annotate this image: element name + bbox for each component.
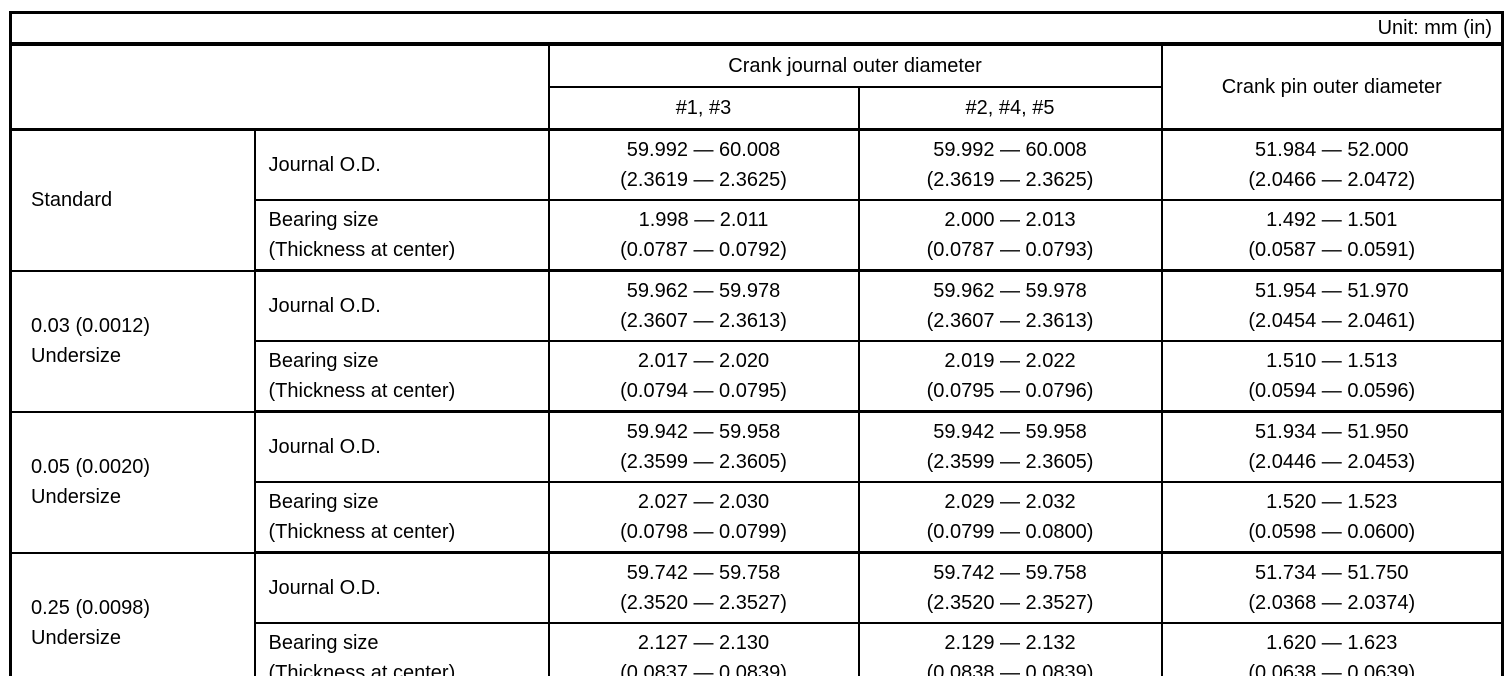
- value-cell: 59.742 — 59.758 (2.3520 — 2.3527): [857, 551, 1163, 624]
- crankshaft-spec-table: Unit: mm (in) Crank journal outer diamet…: [9, 11, 1504, 676]
- header-empty-cell: [9, 43, 550, 131]
- header-crank-pin: Crank pin outer diameter: [1160, 43, 1504, 131]
- table-row: Bearing size (Thickness at center) 2.027…: [11, 481, 1504, 554]
- table-row: 0.05 (0.0020) Undersize Journal O.D. 59.…: [9, 410, 1504, 554]
- table-row: Bearing size (Thickness at center) 2.127…: [11, 622, 1504, 676]
- value-cell: 59.942 — 59.958 (2.3599 — 2.3605): [857, 410, 1163, 483]
- value-cell: 2.027 — 2.030 (0.0798 — 0.0799): [547, 481, 860, 554]
- header-row-1: Crank journal outer diameter Crank pin o…: [9, 43, 1504, 131]
- value-cell: 59.962 — 59.978 (2.3607 — 2.3613): [547, 269, 860, 342]
- value-cell: 51.954 — 51.970 (2.0454 — 2.0461): [1160, 269, 1504, 342]
- value-cell: 2.019 — 2.022 (0.0795 — 0.0796): [857, 340, 1163, 413]
- value-cell: 1.520 — 1.523 (0.0598 — 0.0600): [1160, 481, 1504, 554]
- unit-label: Unit: mm (in): [9, 11, 1504, 46]
- row-label-bearing-size: Bearing size (Thickness at center): [253, 481, 550, 554]
- value-cell: 51.734 — 51.750 (2.0368 — 2.0374): [1160, 551, 1504, 624]
- value-cell: 59.992 — 60.008 (2.3619 — 2.3625): [857, 128, 1163, 201]
- group-label-standard: Standard: [9, 128, 256, 272]
- header-row-2: #1, #3 #2, #4, #5: [11, 86, 1503, 131]
- value-cell: 1.620 — 1.623 (0.0638 — 0.0639): [1160, 622, 1504, 676]
- table-row: Bearing size (Thickness at center) 2.017…: [11, 340, 1504, 413]
- value-cell: 59.992 — 60.008 (2.3619 — 2.3625): [547, 128, 860, 201]
- value-cell: 2.127 — 2.130 (0.0837 — 0.0839): [547, 622, 860, 676]
- row-label-bearing-size: Bearing size (Thickness at center): [253, 340, 550, 413]
- row-label-journal-od: Journal O.D.: [253, 128, 550, 201]
- value-cell: 59.742 — 59.758 (2.3520 — 2.3527): [547, 551, 860, 624]
- header-journal-1-3: #1, #3: [547, 86, 860, 131]
- value-cell: 1.998 — 2.011 (0.0787 — 0.0792): [547, 199, 860, 272]
- value-cell: 2.000 — 2.013 (0.0787 — 0.0793): [857, 199, 1163, 272]
- value-cell: 2.129 — 2.132 (0.0838 — 0.0839): [857, 622, 1163, 676]
- value-cell: 1.510 — 1.513 (0.0594 — 0.0596): [1160, 340, 1504, 413]
- row-label-bearing-size: Bearing size (Thickness at center): [253, 622, 550, 676]
- row-label-journal-od: Journal O.D.: [253, 551, 550, 624]
- header-crank-journal: Crank journal outer diameter: [547, 43, 1163, 88]
- value-cell: 1.492 — 1.501 (0.0587 — 0.0591): [1160, 199, 1504, 272]
- value-cell: 51.934 — 51.950 (2.0446 — 2.0453): [1160, 410, 1504, 483]
- group-label-0.03-undersize: 0.03 (0.0012) Undersize: [9, 269, 256, 413]
- row-label-bearing-size: Bearing size (Thickness at center): [253, 199, 550, 272]
- value-cell: 2.017 — 2.020 (0.0794 — 0.0795): [547, 340, 860, 413]
- table-row: 0.25 (0.0098) Undersize Journal O.D. 59.…: [9, 551, 1504, 676]
- table-row: Bearing size (Thickness at center) 1.998…: [11, 199, 1504, 272]
- header-journal-2-4-5: #2, #4, #5: [857, 86, 1163, 131]
- value-cell: 59.962 — 59.978 (2.3607 — 2.3613): [857, 269, 1163, 342]
- group-label-0.05-undersize: 0.05 (0.0020) Undersize: [9, 410, 256, 554]
- unit-row: Unit: mm (in): [9, 11, 1504, 46]
- group-label-0.25-undersize: 0.25 (0.0098) Undersize: [9, 551, 256, 676]
- value-cell: 2.029 — 2.032 (0.0799 — 0.0800): [857, 481, 1163, 554]
- table-row: Standard Journal O.D. 59.992 — 60.008 (2…: [9, 128, 1504, 272]
- row-label-journal-od: Journal O.D.: [253, 410, 550, 483]
- value-cell: 51.984 — 52.000 (2.0466 — 2.0472): [1160, 128, 1504, 201]
- row-label-journal-od: Journal O.D.: [253, 269, 550, 342]
- value-cell: 59.942 — 59.958 (2.3599 — 2.3605): [547, 410, 860, 483]
- table-row: 0.03 (0.0012) Undersize Journal O.D. 59.…: [9, 269, 1504, 413]
